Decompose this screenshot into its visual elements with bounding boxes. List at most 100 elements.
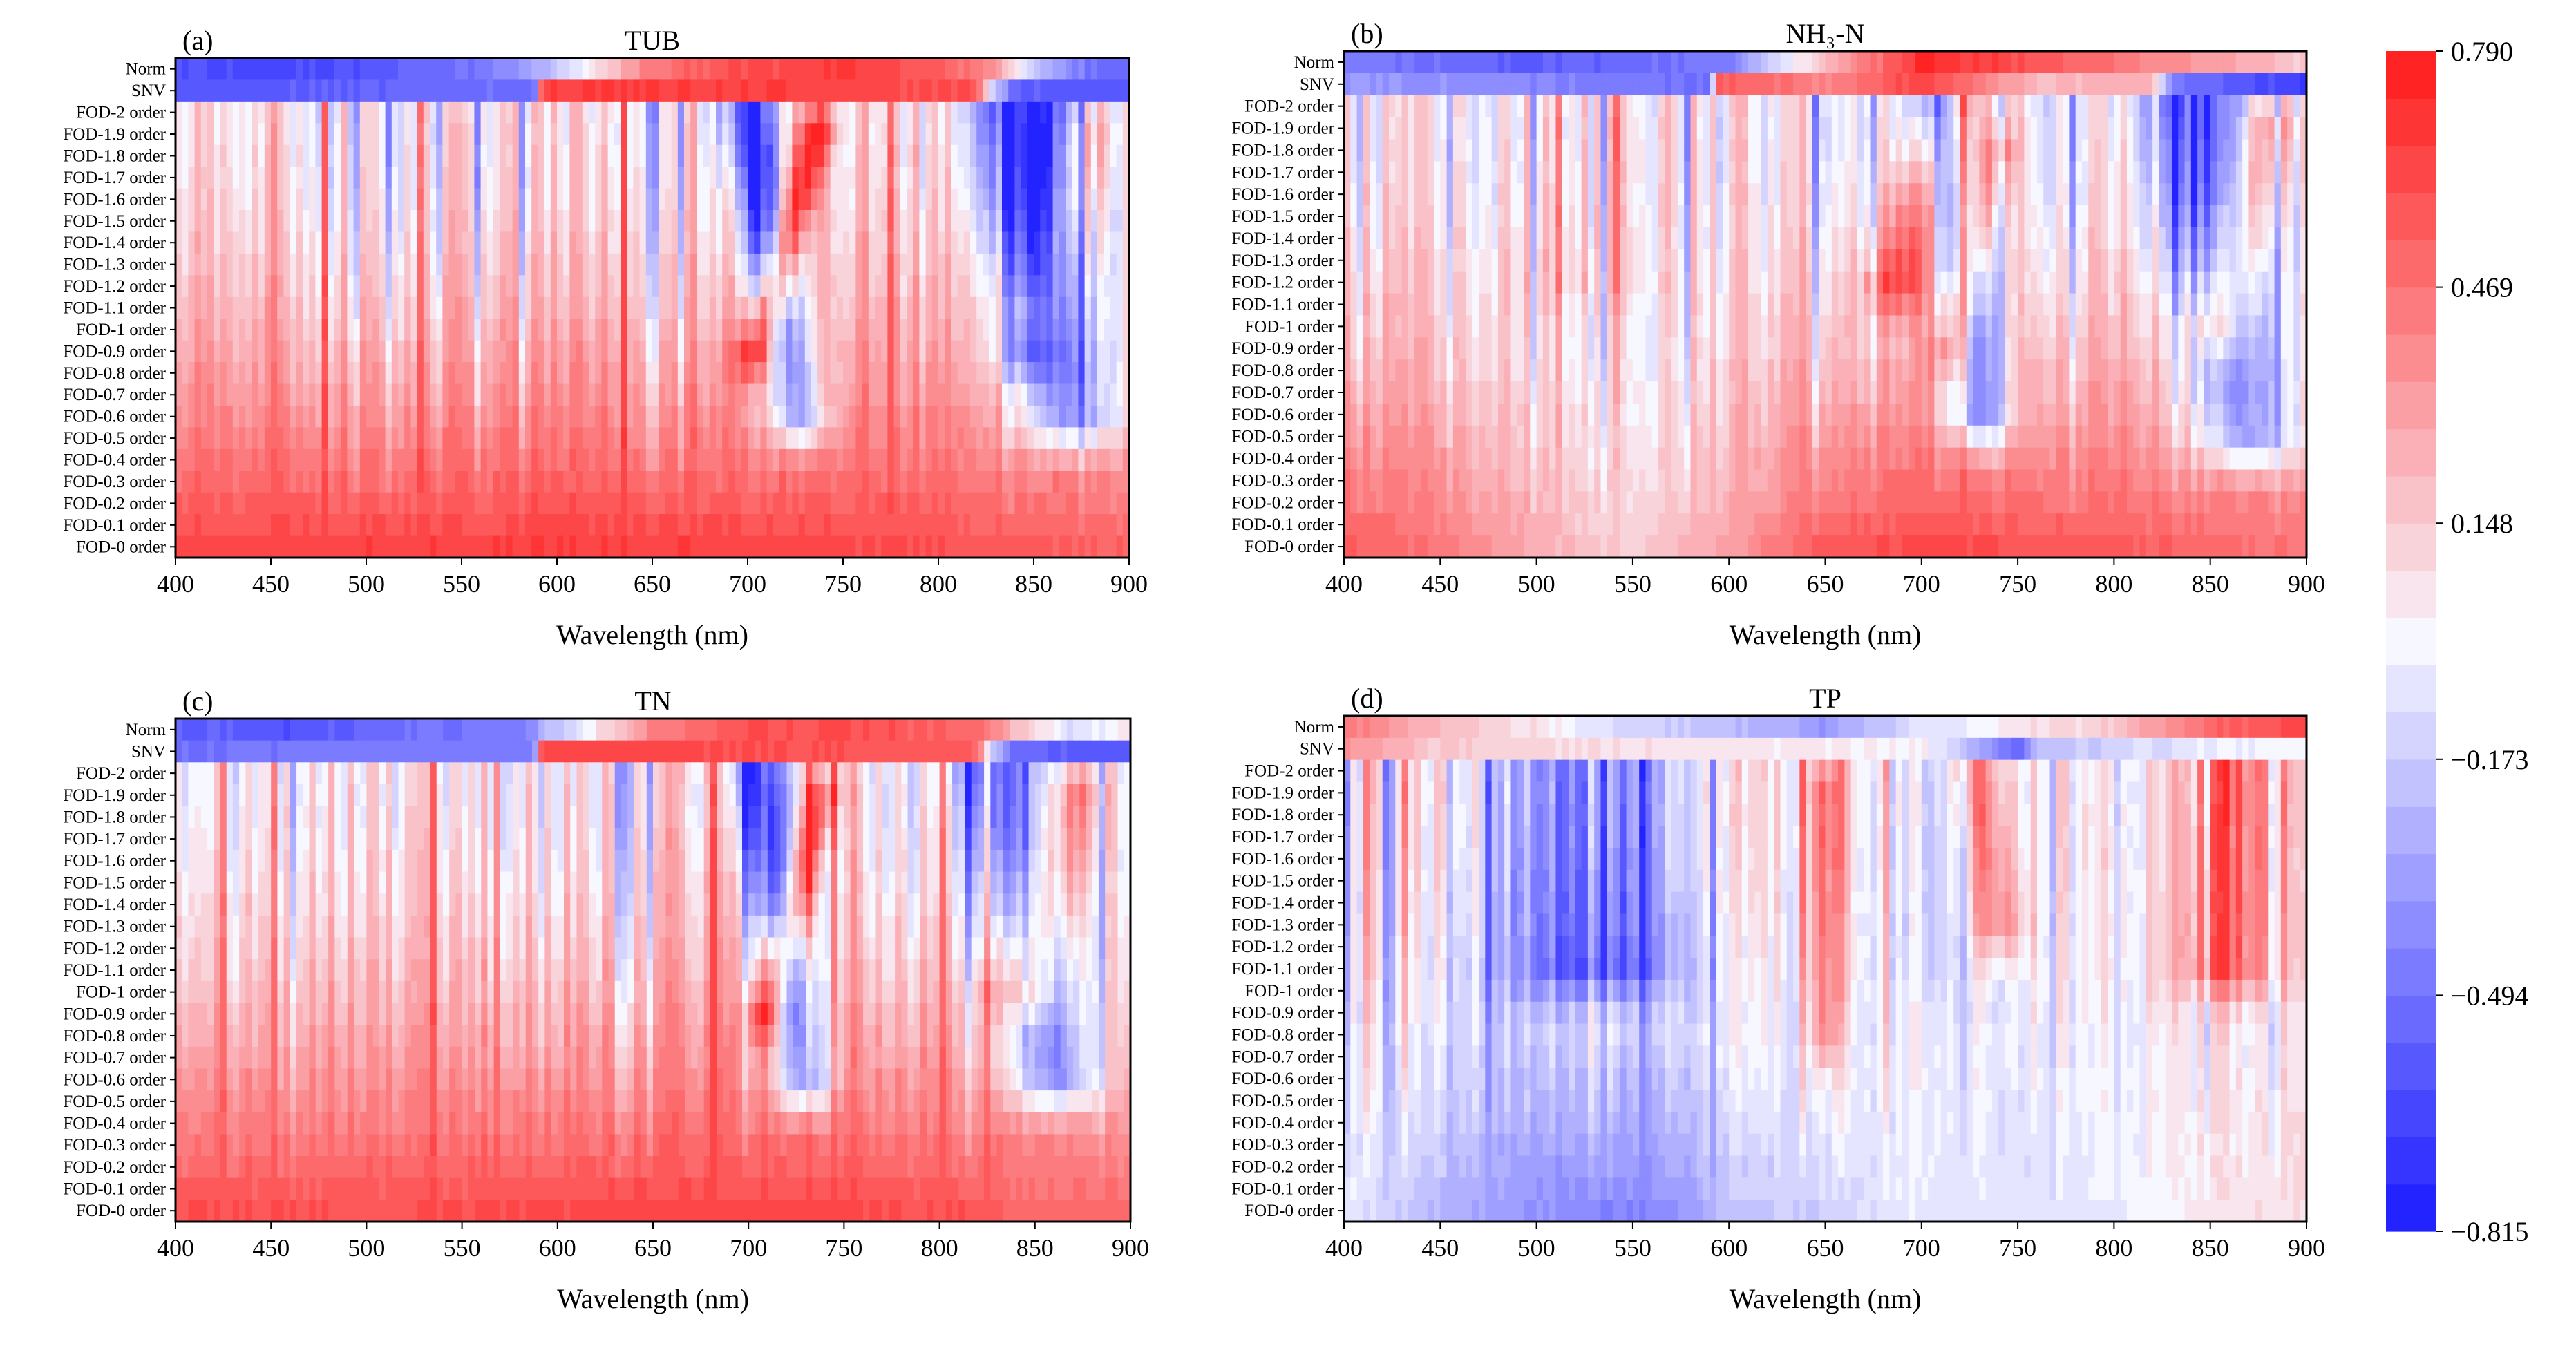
heatmap-cell bbox=[538, 210, 544, 232]
heatmap-cell bbox=[919, 406, 926, 428]
heatmap-cell bbox=[735, 123, 742, 145]
heatmap-cell bbox=[1684, 139, 1691, 161]
heatmap-cell bbox=[1447, 51, 1454, 73]
heatmap-cell bbox=[245, 493, 252, 515]
heatmap-cell bbox=[862, 536, 869, 558]
heatmap-cell bbox=[220, 231, 227, 254]
heatmap-cell bbox=[195, 210, 202, 232]
heatmap-cell bbox=[652, 427, 659, 449]
heatmap-cell bbox=[633, 362, 640, 384]
heatmap-cell bbox=[633, 384, 640, 406]
heatmap-cell bbox=[442, 449, 449, 471]
heatmap-cell bbox=[614, 536, 621, 558]
heatmap-cell bbox=[1117, 297, 1124, 319]
heatmap-cell bbox=[252, 231, 258, 254]
heatmap-cell bbox=[1440, 73, 1447, 95]
heatmap-cell bbox=[672, 189, 679, 211]
heatmap-cell bbox=[786, 297, 793, 319]
heatmap-cell bbox=[1395, 73, 1402, 95]
heatmap-cell bbox=[569, 189, 576, 211]
heatmap-cell bbox=[1922, 227, 1929, 249]
heatmap-cell bbox=[1370, 95, 1376, 117]
heatmap-cell bbox=[1735, 227, 1742, 249]
heatmap-cell bbox=[1838, 117, 1845, 140]
heatmap-cell bbox=[2236, 73, 2243, 95]
heatmap-cell bbox=[1697, 139, 1704, 161]
heatmap-cell bbox=[831, 79, 837, 102]
heatmap-cell bbox=[2133, 161, 2140, 183]
heatmap-cell bbox=[449, 319, 456, 341]
heatmap-cell bbox=[1915, 161, 1922, 183]
heatmap-cell bbox=[2197, 73, 2204, 95]
heatmap-cell bbox=[220, 123, 227, 145]
heatmap-cell bbox=[252, 449, 258, 471]
heatmap-cell bbox=[1575, 73, 1582, 95]
heatmap-cell bbox=[1389, 227, 1396, 249]
heatmap-cell bbox=[601, 167, 608, 189]
heatmap-cell bbox=[468, 297, 475, 319]
heatmap-cell bbox=[1909, 51, 1915, 73]
heatmap-cell bbox=[2005, 51, 2012, 73]
heatmap-cell bbox=[958, 231, 965, 254]
heatmap-cell bbox=[2262, 205, 2269, 227]
heatmap-cell bbox=[493, 123, 500, 145]
heatmap-cell bbox=[1883, 139, 1890, 161]
heatmap-cell bbox=[481, 362, 488, 384]
heatmap-cell bbox=[436, 123, 443, 145]
heatmap-cell bbox=[1085, 123, 1092, 145]
heatmap-cell bbox=[1607, 205, 1614, 227]
heatmap-cell bbox=[1967, 73, 1973, 95]
heatmap-cell bbox=[735, 493, 742, 515]
heatmap-cell bbox=[799, 384, 806, 406]
heatmap-cell bbox=[907, 102, 913, 124]
y-tick-label: FOD-1.7 order bbox=[63, 169, 166, 187]
heatmap-cell bbox=[970, 449, 977, 471]
heatmap-cell bbox=[1723, 183, 1730, 205]
heatmap-cell bbox=[1097, 493, 1104, 515]
heatmap-cell bbox=[265, 275, 272, 297]
heatmap-cell bbox=[417, 189, 424, 211]
heatmap-cell bbox=[938, 79, 945, 102]
heatmap-cell bbox=[862, 514, 869, 536]
heatmap-cell bbox=[538, 514, 544, 536]
heatmap-cell bbox=[881, 145, 888, 167]
heatmap-cell bbox=[1078, 123, 1085, 145]
heatmap-cell bbox=[1562, 51, 1569, 73]
heatmap-cell bbox=[1729, 183, 1736, 205]
heatmap-cell bbox=[1370, 227, 1376, 249]
heatmap-cell bbox=[646, 514, 653, 536]
heatmap-cell bbox=[322, 319, 329, 341]
heatmap-cell bbox=[754, 341, 761, 363]
heatmap-cell bbox=[207, 536, 214, 558]
heatmap-cell bbox=[436, 536, 443, 558]
heatmap-cell bbox=[1953, 95, 1960, 117]
heatmap-cell bbox=[2101, 161, 2108, 183]
heatmap-cell bbox=[347, 362, 354, 384]
heatmap-cell bbox=[2242, 73, 2249, 95]
heatmap-cell bbox=[379, 58, 386, 80]
heatmap-cell bbox=[1748, 183, 1755, 205]
heatmap-cell bbox=[201, 449, 208, 471]
heatmap-cell bbox=[792, 102, 799, 124]
heatmap-cell bbox=[424, 231, 430, 254]
heatmap-cell bbox=[996, 79, 1003, 102]
heatmap-cell bbox=[1389, 51, 1396, 73]
heatmap-cell bbox=[2191, 161, 2198, 183]
heatmap-cell bbox=[1408, 139, 1415, 161]
heatmap-cell bbox=[303, 536, 310, 558]
heatmap-cell bbox=[1678, 227, 1685, 249]
heatmap-cell bbox=[296, 231, 303, 254]
heatmap-cell bbox=[2114, 139, 2121, 161]
heatmap-cell bbox=[773, 275, 780, 297]
heatmap-cell bbox=[1826, 117, 1832, 140]
heatmap-cell bbox=[372, 167, 379, 189]
heatmap-cell bbox=[1543, 249, 1550, 272]
heatmap-cell bbox=[1034, 297, 1041, 319]
heatmap-cell bbox=[767, 275, 774, 297]
heatmap-cell bbox=[1986, 249, 1993, 272]
heatmap-cell bbox=[621, 297, 627, 319]
heatmap-cell bbox=[258, 319, 265, 341]
heatmap-cell bbox=[1363, 95, 1370, 117]
heatmap-cell bbox=[500, 493, 506, 515]
heatmap-cell bbox=[245, 406, 252, 428]
